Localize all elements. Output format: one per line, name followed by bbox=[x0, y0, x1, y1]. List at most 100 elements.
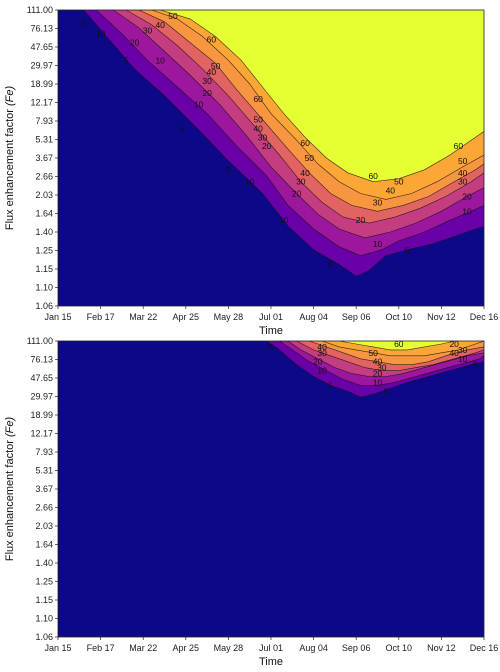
y-tick-label: 2.66 bbox=[35, 503, 53, 513]
contour-line-10 bbox=[279, 341, 484, 386]
contour-label: 5 bbox=[405, 245, 410, 255]
contour-label: 40 bbox=[449, 348, 459, 358]
contour-label: 40 bbox=[207, 67, 217, 77]
y-tick-label: 2.03 bbox=[35, 521, 53, 531]
contour-label: 10 bbox=[245, 177, 255, 187]
contour-line-30 bbox=[296, 341, 484, 371]
x-tick-label: May 28 bbox=[214, 643, 244, 653]
contour-label: 40 bbox=[458, 168, 468, 178]
y-axis-label: Flux enhancement factor (Fe) bbox=[4, 417, 16, 562]
contour-label: 20 bbox=[262, 141, 272, 151]
contour-label: 20 bbox=[373, 369, 383, 379]
contour-label: 30 bbox=[458, 177, 468, 187]
y-tick-label: 1.06 bbox=[35, 301, 53, 311]
contour-label: 50 bbox=[211, 61, 221, 71]
y-tick-label: 29.97 bbox=[30, 392, 53, 402]
contour-label: 5 bbox=[384, 386, 389, 396]
contour-label: 20 bbox=[130, 38, 140, 48]
contour-label: 30 bbox=[258, 132, 268, 142]
y-tick-label: 1.10 bbox=[35, 283, 53, 293]
contour-label: 10 bbox=[279, 215, 289, 225]
contour-label: 5 bbox=[124, 55, 129, 65]
y-tick-label: 1.10 bbox=[35, 614, 53, 624]
contour-label: 10 bbox=[155, 55, 165, 65]
y-tick-label: 1.06 bbox=[35, 632, 53, 642]
x-tick-label: Jul 01 bbox=[259, 643, 283, 653]
contour-label: 10 bbox=[96, 29, 106, 39]
y-tick-label: 7.93 bbox=[35, 116, 53, 126]
y-tick-label: 12.17 bbox=[30, 429, 53, 439]
x-tick-label: May 28 bbox=[214, 312, 244, 322]
x-tick-label: Mar 22 bbox=[129, 312, 157, 322]
x-tick-label: Jan 15 bbox=[44, 312, 71, 322]
contour-label: 20 bbox=[313, 357, 323, 367]
contour-label: 40 bbox=[155, 20, 165, 30]
contour-line-10 bbox=[96, 10, 484, 257]
contour-line-20 bbox=[287, 341, 484, 377]
contour-label: 50 bbox=[305, 153, 315, 163]
y-tick-label: 18.99 bbox=[30, 410, 53, 420]
contour-line-40 bbox=[138, 10, 484, 212]
contour-label: 30 bbox=[377, 363, 387, 373]
y-tick-label: 1.25 bbox=[35, 246, 53, 256]
contour-band-base bbox=[58, 341, 484, 637]
contour-line-30 bbox=[126, 10, 484, 224]
y-tick-label: 2.03 bbox=[35, 190, 53, 200]
x-axis-label: Time bbox=[259, 325, 283, 337]
contour-label: 30 bbox=[202, 76, 212, 86]
contour-lines bbox=[83, 10, 484, 277]
contour-label: 10 bbox=[373, 239, 383, 249]
y-tick-label: 47.65 bbox=[30, 42, 53, 52]
x-tick-label: Sep 06 bbox=[342, 643, 371, 653]
contour-label: 10 bbox=[194, 100, 204, 110]
y-tick-label: 1.40 bbox=[35, 227, 53, 237]
y-tick-label: 1.64 bbox=[35, 209, 53, 219]
x-tick-label: Nov 12 bbox=[427, 312, 456, 322]
x-tick-labels: Jan 15 Feb 17 Mar 22 Apr 25 May 28 Jul 01 Aug … bbox=[44, 637, 498, 653]
contour-label: 30 bbox=[296, 177, 306, 187]
contour-line-50 bbox=[151, 10, 484, 200]
contour-line-5 bbox=[266, 341, 484, 398]
x-tick-label: Nov 12 bbox=[427, 643, 456, 653]
contour-label: 60 bbox=[454, 141, 464, 151]
y-tick-label: 1.25 bbox=[35, 577, 53, 587]
y-tick-label: 5.31 bbox=[35, 466, 53, 476]
x-axis-label: Time bbox=[259, 656, 283, 668]
y-tick-label: 5.31 bbox=[35, 135, 53, 145]
x-tick-label: Aug 04 bbox=[299, 643, 328, 653]
contour-label: 30 bbox=[317, 348, 327, 358]
contour-line-50 bbox=[322, 341, 484, 357]
y-tick-label: 7.93 bbox=[35, 447, 53, 457]
y-tick-label: 1.40 bbox=[35, 558, 53, 568]
contour-label: 5 bbox=[226, 165, 231, 175]
y-axis-label-text: Flux enhancement factor bbox=[4, 440, 16, 561]
x-tick-label: Feb 17 bbox=[87, 643, 115, 653]
contour-label: 20 bbox=[462, 192, 472, 202]
contour-label: 20 bbox=[292, 189, 302, 199]
contour-lines bbox=[266, 341, 484, 398]
contour-label: 10 bbox=[317, 366, 327, 376]
x-tick-label: Aug 04 bbox=[299, 312, 328, 322]
x-tick-labels: Jan 15 Feb 17 Mar 22 Apr 25 May 28 Jul 01 Aug … bbox=[44, 306, 498, 322]
contour-label: 40 bbox=[253, 123, 263, 133]
y-tick-label: 3.67 bbox=[35, 153, 53, 163]
contour-label: 40 bbox=[317, 342, 327, 352]
contour-label: 50 bbox=[253, 115, 263, 125]
contour-line-20 bbox=[113, 10, 484, 239]
x-tick-label: Oct 10 bbox=[386, 643, 413, 653]
contour-label: 30 bbox=[458, 345, 468, 355]
contour-label: 5 bbox=[179, 123, 184, 133]
contour-label: 50 bbox=[168, 11, 178, 21]
x-tick-label: Apr 25 bbox=[173, 643, 200, 653]
contour-label: 5 bbox=[328, 260, 333, 270]
x-tick-label: Dec 16 bbox=[470, 643, 499, 653]
contour-label: 60 bbox=[253, 94, 263, 104]
x-tick-label: Mar 22 bbox=[129, 643, 157, 653]
contour-label: 10 bbox=[458, 354, 468, 364]
contour-label: 30 bbox=[143, 26, 153, 36]
contour-label: 5 bbox=[81, 17, 86, 27]
contour-label: 50 bbox=[394, 177, 404, 187]
